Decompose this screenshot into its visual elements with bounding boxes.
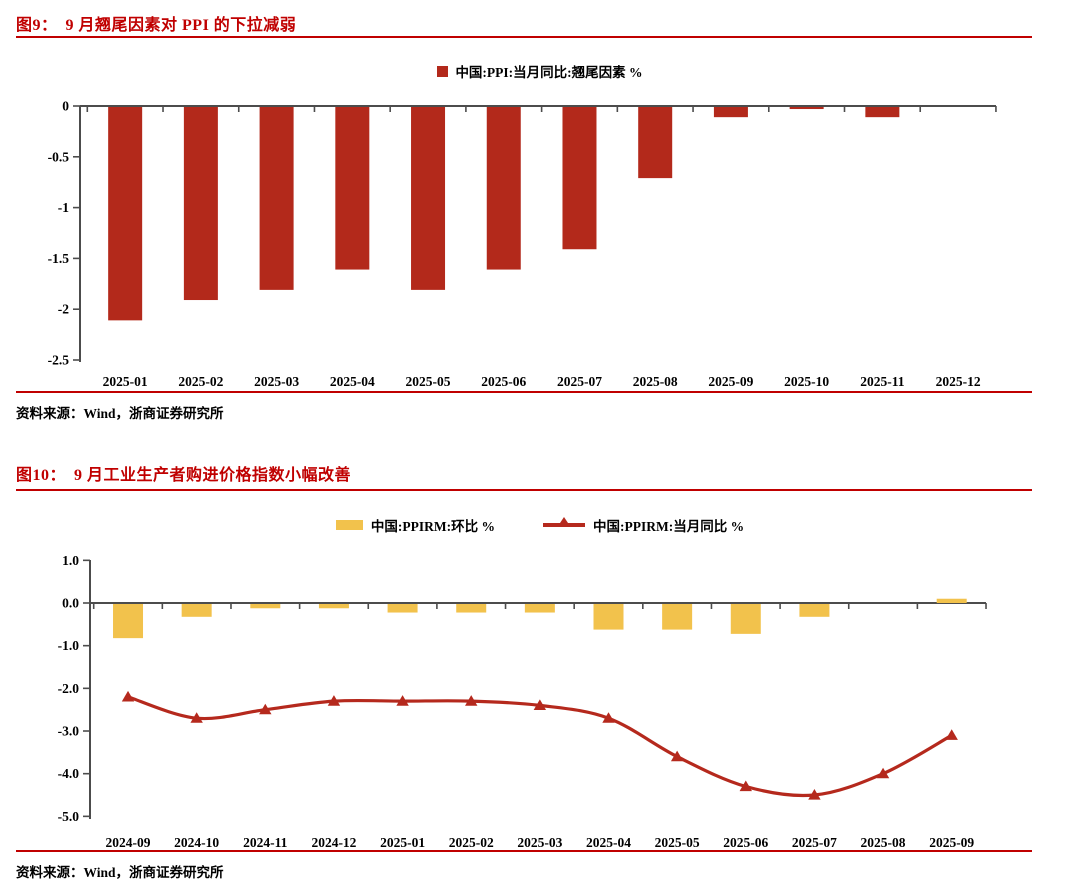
y-tick-label: 0: [62, 99, 69, 114]
legend-triangle-marker-icon: [558, 517, 570, 527]
figure10-source: 资料来源：Wind，浙商证券研究所: [16, 865, 224, 880]
x-tick-label: 2025-04: [586, 835, 631, 850]
y-tick-label: -1.0: [58, 638, 80, 653]
bar-2025-01: [387, 604, 418, 613]
line-marker-2024-10: [190, 712, 203, 723]
figure9-title: 图9： 9 月翘尾因素对 PPI 的下拉减弱: [16, 11, 296, 35]
figure10-legend: 中国:PPIRM:环比 % 中国:PPIRM:当月同比 %: [0, 515, 1080, 535]
figure9-title-rule: [16, 36, 1032, 38]
figure10-number: 图10：: [16, 467, 67, 484]
line-marker-2025-06: [739, 780, 752, 792]
figure10-bottom-rule: [16, 850, 1032, 852]
bar-2025-09: [936, 598, 967, 603]
bar-2025-09: [713, 107, 748, 118]
y-tick-label: -4.0: [58, 766, 80, 781]
line-marker-2024-12: [327, 695, 341, 706]
y-tick-label: -2: [58, 302, 69, 317]
line-series: [127, 695, 953, 798]
x-tick-label: 2025-02: [449, 835, 494, 850]
figure10-title: 图10： 9 月工业生产者购进价格指数小幅改善: [16, 461, 351, 485]
line-marker-2025-01: [396, 695, 409, 706]
y-tick-label: -5.0: [58, 809, 80, 824]
x-tick-label: 2025-06: [481, 374, 526, 389]
figure9-bar-chart: 0 -0.5 -1 -1.5 -2 -2.5 2025-01 2025-02 2025-03 20…: [48, 99, 997, 389]
x-tick-label: 2025-01: [380, 835, 425, 850]
figure10-title-text: 9 月工业生产者购进价格指数小幅改善: [74, 467, 352, 484]
bar-2025-11: [865, 107, 900, 118]
bar-2024-11: [250, 604, 281, 609]
x-tick-label: 2025-05: [406, 374, 451, 389]
x-tick-label: 2024-10: [174, 835, 219, 850]
legend-square-icon: [437, 65, 449, 77]
x-tick-label: 2025-07: [792, 835, 837, 850]
x-tick-label: 2025-02: [178, 374, 223, 389]
y-tick-label: 1.0: [62, 553, 79, 568]
line-marker-2025-07: [808, 789, 821, 800]
bar-2025-07: [562, 107, 597, 250]
bar-2025-05: [411, 107, 446, 290]
bar-2025-02: [183, 107, 218, 301]
bar-2025-04: [335, 107, 370, 270]
x-tick-label: 2025-05: [655, 835, 700, 850]
bar-2025-04: [593, 604, 624, 630]
x-tick-label: 2025-09: [708, 374, 753, 389]
figure10-title-rule: [16, 489, 1032, 491]
line-marker-2024-09: [121, 690, 135, 702]
y-tick-label: -1.5: [48, 251, 70, 266]
x-tick-label: 2025-06: [723, 835, 768, 850]
bar-2025-01: [108, 107, 143, 321]
legend-line-swatch-icon: [543, 517, 585, 527]
bar-2025-03: [524, 604, 555, 613]
x-tick-label: 2025-04: [330, 374, 375, 389]
bar-2025-07: [799, 604, 830, 617]
bar-2024-10: [181, 604, 212, 617]
figure9-legend: 中国:PPI:当月同比:翘尾因素 %: [0, 61, 1080, 81]
line-marker-2025-04: [602, 712, 615, 723]
x-tick-label: 2025-03: [254, 374, 299, 389]
x-tick-label: 2024-09: [106, 835, 151, 850]
bar-2025-05: [662, 604, 693, 630]
x-tick-label: 2025-03: [517, 835, 562, 850]
figure9-title-text: 9 月翘尾因素对 PPI 的下拉减弱: [65, 17, 297, 34]
bar-2025-03: [259, 107, 294, 290]
x-tick-label: 2025-10: [784, 374, 829, 389]
line-marker-2025-08: [876, 767, 890, 779]
x-tick-label: 2025-01: [103, 374, 148, 389]
y-tick-label: 0.0: [62, 596, 79, 611]
x-tick-label: 2025-11: [860, 374, 905, 389]
bar-2025-10: [789, 107, 824, 110]
figure9-legend-label: 中国:PPI:当月同比:翘尾因素 %: [455, 65, 643, 80]
bar-2024-12: [318, 604, 349, 609]
line-marker-2025-03: [533, 699, 547, 710]
bar-2025-08: [638, 107, 673, 179]
x-tick-label: 2025-12: [936, 374, 981, 389]
line-marker-2024-11: [259, 703, 272, 715]
bar-2025-06: [730, 604, 761, 634]
figure10-legend-bar-label: 中国:PPIRM:环比 %: [370, 519, 495, 534]
x-tick-label: 2025-08: [633, 374, 678, 389]
line-marker-2025-09: [945, 729, 958, 740]
x-tick-label: 2025-08: [861, 835, 906, 850]
bar-2024-09: [113, 604, 144, 639]
x-tick-label: 2024-11: [243, 835, 288, 850]
figure10-bar-line-chart: 1.0 0.0 -1.0 -2.0 -3.0 -4.0 -5.0 2024-09 2024-10…: [58, 553, 987, 850]
bar-2025-02: [456, 604, 487, 613]
legend-bar-swatch-icon: [335, 520, 363, 530]
line-marker-2025-05: [670, 750, 684, 762]
y-tick-label: -0.5: [48, 149, 70, 164]
figure9-number: 图9：: [16, 17, 58, 34]
y-tick-label: -2.5: [48, 353, 70, 368]
y-tick-label: -2.0: [58, 681, 80, 696]
x-tick-label: 2025-09: [929, 835, 974, 850]
y-tick-label: -3.0: [58, 724, 80, 739]
bar-2025-06: [486, 107, 521, 270]
figure9-bottom-rule: [16, 391, 1032, 393]
x-tick-label: 2024-12: [311, 835, 356, 850]
figure9-source: 资料来源：Wind，浙商证券研究所: [16, 406, 224, 421]
line-marker-2025-02: [465, 695, 478, 706]
x-tick-label: 2025-07: [557, 374, 602, 389]
y-tick-label: -1: [58, 200, 69, 215]
figure10-legend-line-label: 中国:PPIRM:当月同比 %: [593, 519, 745, 534]
